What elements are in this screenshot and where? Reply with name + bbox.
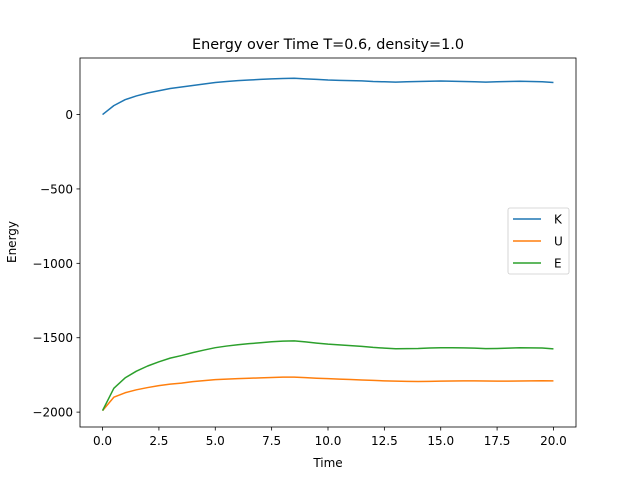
series-line-e <box>101 340 554 411</box>
y-tick-label: −1500 <box>32 331 73 345</box>
x-tick-label: 10.0 <box>315 434 342 448</box>
y-tick-label: −1000 <box>32 257 73 271</box>
chart-title: Energy over Time T=0.6, density=1.0 <box>192 37 464 53</box>
x-tick-label: 15.0 <box>427 434 454 448</box>
x-tick-label: 7.5 <box>262 434 281 448</box>
x-tick-label: 12.5 <box>371 434 398 448</box>
legend-label-e: E <box>554 257 562 271</box>
y-axis-label: Energy <box>5 221 19 263</box>
x-axis-label: Time <box>312 456 342 470</box>
plot-lines <box>101 77 554 412</box>
series-line-u <box>101 376 554 412</box>
y-tick-label: −500 <box>40 182 73 196</box>
x-tick-label: 5.0 <box>206 434 225 448</box>
x-tick-label: 20.0 <box>540 434 567 448</box>
legend: KUE <box>507 207 570 275</box>
x-axis: 0.0 2.5 5.0 7.5 10.0 12.5 15.0 17.5 20.0 <box>93 427 567 448</box>
legend-label-k: K <box>554 213 563 227</box>
x-tick-label: 17.5 <box>484 434 511 448</box>
x-tick-label: 0.0 <box>93 434 112 448</box>
y-tick-label: 0 <box>65 108 73 122</box>
y-tick-label: −2000 <box>32 406 73 420</box>
series-line-k <box>102 77 554 116</box>
legend-label-u: U <box>554 235 563 249</box>
x-tick-label: 2.5 <box>149 434 168 448</box>
y-axis: 0 −500 −1000 −1500 −2000 <box>32 108 80 420</box>
plot-frame <box>79 57 577 428</box>
